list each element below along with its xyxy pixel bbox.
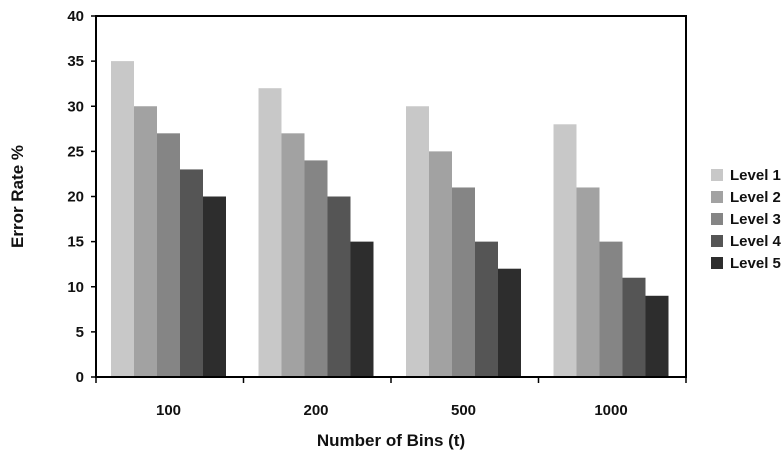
y-tick-label: 0 <box>76 369 84 386</box>
x-tick-label: 100 <box>156 402 181 419</box>
legend-label: Level 5 <box>730 255 781 272</box>
y-axis-ticks: 0 5 10 15 20 25 30 35 40 <box>67 8 96 386</box>
y-tick-label: 10 <box>67 279 84 296</box>
bar-level-1-200 <box>258 88 282 377</box>
legend-swatch <box>711 235 723 247</box>
y-tick-label: 25 <box>67 143 84 160</box>
bar-level-2-200 <box>281 133 305 377</box>
bar-level-2-500 <box>429 151 452 377</box>
legend-swatch <box>711 169 723 181</box>
legend: Level 1 Level 2 Level 3 Level 4 Level 5 <box>711 167 782 272</box>
bar-level-4-200 <box>327 196 351 377</box>
legend-label: Level 1 <box>730 167 781 184</box>
y-tick-label: 30 <box>67 98 84 115</box>
bar-level-1-1000 <box>553 124 577 377</box>
x-axis-ticks: 100 200 500 1000 <box>95 377 687 419</box>
bar-level-4-100 <box>180 169 203 377</box>
bar-level-5-100 <box>203 196 226 377</box>
bar-level-3-200 <box>304 160 328 377</box>
bar-level-5-1000 <box>645 295 669 377</box>
legend-label: Level 4 <box>730 233 782 250</box>
y-axis-title: Error Rate % <box>8 145 27 248</box>
bar-level-3-1000 <box>599 241 623 377</box>
y-tick-label: 35 <box>67 53 84 70</box>
x-tick-label: 200 <box>303 402 328 419</box>
bar-level-4-1000 <box>622 277 646 377</box>
bar-level-2-1000 <box>576 187 600 377</box>
x-axis-title: Number of Bins (t) <box>317 431 465 450</box>
x-tick-label: 500 <box>451 402 476 419</box>
y-tick-label: 40 <box>67 8 84 25</box>
legend-label: Level 2 <box>730 189 781 206</box>
bar-level-2-100 <box>134 106 157 377</box>
legend-swatch <box>711 191 723 203</box>
bar-level-1-500 <box>406 106 429 377</box>
legend-swatch <box>711 213 723 225</box>
y-tick-label: 5 <box>76 324 84 341</box>
legend-label: Level 3 <box>730 211 781 228</box>
y-tick-label: 20 <box>67 189 84 206</box>
bar-level-5-500 <box>498 268 521 377</box>
bar-level-4-500 <box>475 241 498 377</box>
y-tick-label: 15 <box>67 234 84 251</box>
legend-swatch <box>711 257 723 269</box>
bar-level-3-100 <box>157 133 180 377</box>
bar-level-5-200 <box>350 241 374 377</box>
bar-level-1-100 <box>111 61 134 377</box>
x-tick-label: 1000 <box>594 402 627 419</box>
bar-level-3-500 <box>452 187 475 377</box>
bar-series <box>111 61 669 377</box>
